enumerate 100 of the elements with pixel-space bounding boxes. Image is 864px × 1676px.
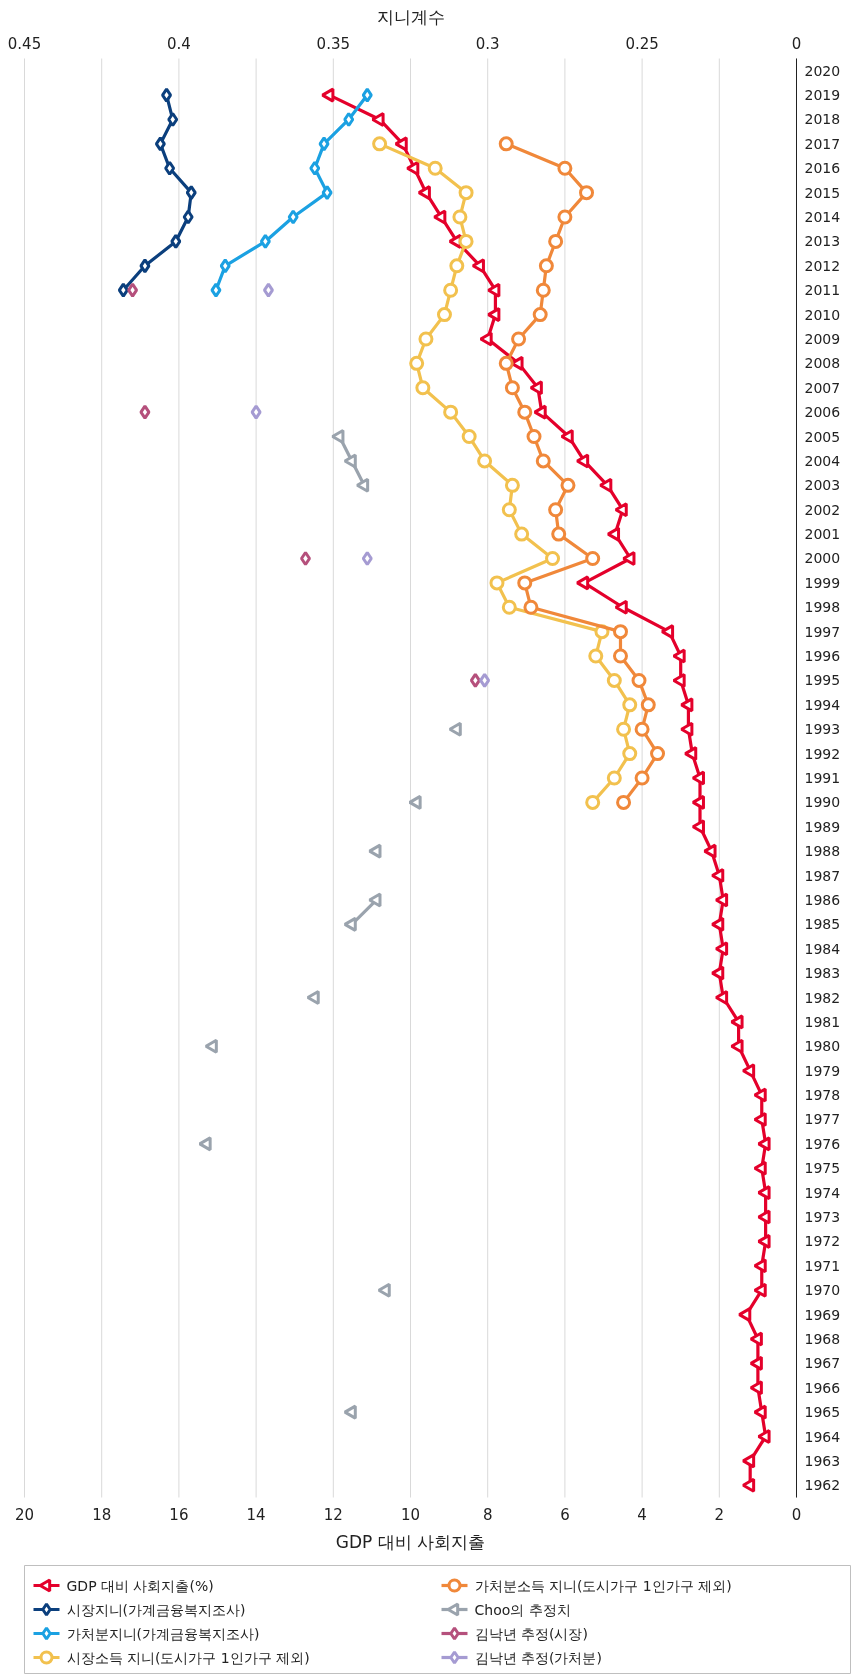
y-tick-label: 1992: [804, 745, 841, 762]
x-tick-label: 0: [791, 1505, 802, 1524]
y-tick-label: 1970: [804, 1282, 841, 1299]
y-tick-label: 1968: [804, 1330, 841, 1347]
point: [204, 1038, 218, 1054]
x-tick-label: 18: [92, 1505, 112, 1524]
y-tick-label: 2016: [804, 160, 841, 177]
y-tick-label: 2011: [804, 282, 841, 299]
y-tick-label: 1971: [804, 1257, 841, 1274]
x-tick-label: 20: [14, 1505, 35, 1524]
legend-label: 가처분소득 지니(도시가구 1인가구 제외): [474, 1577, 732, 1594]
point: [415, 380, 431, 396]
point: [139, 258, 151, 274]
point: [504, 477, 520, 493]
y-tick-label: 1981: [804, 1013, 841, 1030]
point: [557, 209, 573, 225]
point: [409, 355, 425, 371]
legend-label: 시장소득 지니(도시가구 1인가구 제외): [66, 1649, 310, 1666]
legend-label: 시장지니(가계금융복지조사): [66, 1601, 246, 1618]
point: [514, 526, 530, 542]
point: [408, 794, 422, 810]
point: [517, 404, 533, 420]
y-tick-label: 2019: [804, 87, 841, 104]
x2-tick-label: 0.3: [475, 34, 500, 53]
point: [612, 624, 628, 640]
point: [616, 794, 632, 810]
legend-label: 김낙년 추정(시장): [474, 1625, 588, 1642]
point: [548, 233, 564, 249]
y-tick-label: 1967: [804, 1355, 841, 1372]
point: [526, 429, 542, 445]
point: [588, 648, 604, 664]
y-tick-label: 1982: [804, 989, 841, 1006]
x-tick-label: 8: [482, 1505, 493, 1524]
y-tick-label: 2017: [804, 135, 841, 152]
y-tick-label: 2008: [804, 355, 841, 372]
point: [535, 282, 551, 298]
x2-tick-label: 0.25: [625, 34, 659, 53]
point: [612, 648, 628, 664]
y-tick-label: 2005: [804, 428, 841, 445]
point: [127, 282, 139, 298]
y-tick-label: 2014: [804, 209, 841, 226]
point: [309, 160, 321, 176]
point: [631, 672, 647, 688]
y-tick-label: 2018: [804, 111, 841, 128]
point: [606, 770, 622, 786]
x-tick-label: 16: [169, 1505, 189, 1524]
x-tick-label: 10: [400, 1505, 421, 1524]
legend-label: 김낙년 추정(가처분): [474, 1649, 602, 1666]
point: [250, 404, 262, 420]
point: [634, 770, 650, 786]
legend-label: GDP 대비 사회지출(%): [66, 1577, 214, 1594]
x2-tick-label: 0.4: [166, 34, 191, 53]
point: [117, 282, 129, 298]
point: [585, 794, 601, 810]
x2-axis-title: 지니계수: [376, 6, 445, 27]
point: [167, 111, 179, 127]
y-tick-label: 2007: [804, 379, 841, 396]
point: [498, 355, 514, 371]
point: [640, 697, 656, 713]
y-tick-label: 1979: [804, 1062, 841, 1079]
y-tick-label: 2009: [804, 330, 841, 347]
point: [427, 160, 443, 176]
point: [300, 550, 312, 566]
point: [622, 746, 638, 762]
point: [306, 990, 320, 1006]
point: [448, 721, 462, 737]
point: [139, 404, 151, 420]
y-tick-label: 1976: [804, 1135, 841, 1152]
point: [551, 526, 567, 542]
y-tick-label: 1977: [804, 1111, 841, 1128]
point: [343, 1404, 357, 1420]
point: [287, 209, 299, 225]
point: [355, 477, 370, 493]
point: [538, 258, 554, 274]
point: [452, 209, 468, 225]
y-tick-label: 2006: [804, 404, 841, 421]
y-tick-label: 1993: [804, 721, 841, 738]
y-tick-label: 2020: [804, 62, 841, 79]
y-tick-label: 2012: [804, 257, 841, 274]
legend-label: Choo의 추정치: [474, 1601, 571, 1618]
y-tick-label: 2015: [804, 184, 841, 201]
point: [361, 550, 373, 566]
point: [331, 429, 345, 445]
point: [372, 136, 388, 152]
y-tick-label: 2013: [804, 233, 841, 250]
point: [579, 185, 595, 201]
x-tick-label: 12: [323, 1505, 343, 1524]
point: [443, 404, 459, 420]
point: [532, 307, 548, 323]
y-tick-label: 1987: [804, 867, 841, 884]
y-tick-label: 2010: [804, 306, 841, 323]
y-tick-label: 1973: [804, 1209, 841, 1226]
point: [545, 551, 561, 566]
point: [368, 843, 382, 859]
point: [198, 1136, 212, 1152]
point: [504, 380, 520, 396]
x2-tick-label: 0.45: [7, 34, 42, 53]
point: [182, 209, 194, 225]
y-tick-label: 1996: [804, 648, 841, 665]
y-tick-label: 2000: [804, 550, 841, 567]
